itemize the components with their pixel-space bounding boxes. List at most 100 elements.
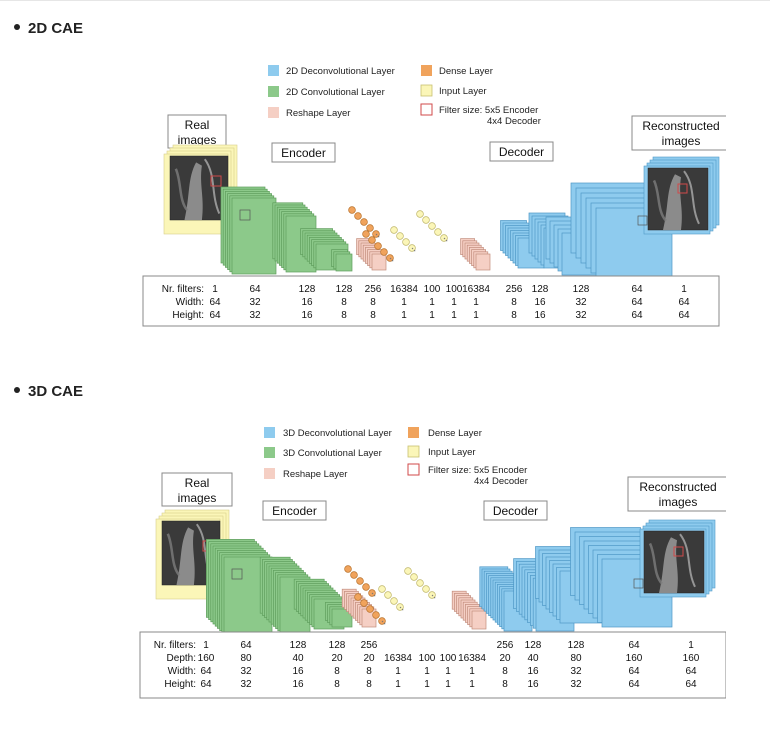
table-cell: 16384 xyxy=(384,653,412,664)
table-cell: 8 xyxy=(511,297,517,308)
legend-reshape-label: Reshape Layer xyxy=(283,469,347,480)
legend-swatch-filter xyxy=(407,463,420,476)
table-cell: 8 xyxy=(366,666,372,677)
dense-ellipsis xyxy=(389,257,395,263)
filter-marker xyxy=(633,578,644,589)
table-cell: 1 xyxy=(469,666,475,677)
table-cell: 64 xyxy=(200,666,212,677)
reconstructed-mri-image-structure xyxy=(663,174,682,230)
params-table: Nr. filters: Depth: Width: Height: 1 64 128 128… xyxy=(154,640,700,690)
table-cell: 8 xyxy=(341,310,347,321)
table-cell: 128 xyxy=(336,284,353,295)
table-cell: 1 xyxy=(469,679,475,690)
table-row-label: Height: xyxy=(164,679,196,690)
table-cell: 16384 xyxy=(390,284,418,295)
table-cell: 80 xyxy=(240,653,252,664)
filter-marker xyxy=(210,175,222,187)
table-cell: 256 xyxy=(497,640,514,651)
table-cell: 128 xyxy=(573,284,590,295)
real-mri-image-structure xyxy=(176,527,195,585)
legend-reshape-label: Reshape Layer xyxy=(286,108,350,119)
table-cell: 8 xyxy=(341,297,347,308)
table-cell: 64 xyxy=(631,310,643,321)
legend-deconv-label: 2D Deconvolutional Layer xyxy=(286,66,395,77)
decoder-label: Decoder xyxy=(493,504,538,518)
reconstructed-label-1: Reconstructed xyxy=(642,119,719,133)
table-cell: 16 xyxy=(534,310,546,321)
filter-marker xyxy=(231,568,243,580)
legend-swatch-input xyxy=(420,84,433,97)
decoder-box xyxy=(489,141,554,162)
reconstructed-mri-image-structure xyxy=(659,537,678,593)
encoder-box xyxy=(271,142,336,163)
legend-swatch-conv xyxy=(268,86,279,97)
legend-filter-label-2: 4x4 Decoder xyxy=(487,116,541,127)
conv-layer xyxy=(335,253,353,272)
table-cell: 16 xyxy=(534,297,546,308)
table-cell: 160 xyxy=(626,653,643,664)
table-cell: 8 xyxy=(370,310,376,321)
reconstructed-label-1: Reconstructed xyxy=(639,480,716,494)
table-cell: 128 xyxy=(290,640,307,651)
dense-node xyxy=(344,565,352,573)
table-cell: 1 xyxy=(451,310,457,321)
input-node xyxy=(396,232,404,240)
table-cell: 100 xyxy=(419,653,436,664)
filter-marker xyxy=(637,215,648,226)
table-cell: 32 xyxy=(249,310,261,321)
dense-node xyxy=(366,224,374,232)
real-images-box xyxy=(161,472,233,507)
reconstructed-mri-image-vessel xyxy=(683,170,700,225)
table-cell: 1 xyxy=(681,284,687,295)
table-cell: 160 xyxy=(198,653,215,664)
dense-ellipsis xyxy=(411,247,417,253)
dense-node xyxy=(348,206,356,214)
heading-text: 2D CAE xyxy=(28,20,84,37)
legend-swatch-dense xyxy=(421,65,432,76)
table-cell: 20 xyxy=(499,653,511,664)
reconstructed-images-box xyxy=(631,115,726,151)
encoder-label: Encoder xyxy=(281,146,326,160)
layer-stacks xyxy=(155,509,716,636)
legend-filter-label-1: Filter size: 5x5 Encoder xyxy=(428,465,527,476)
dense-node xyxy=(368,236,376,244)
legend-swatch-deconv xyxy=(268,65,279,76)
legend-filter-label-2: 4x4 Decoder xyxy=(474,476,528,487)
table-cell: 1 xyxy=(429,297,435,308)
params-table-frame xyxy=(139,631,726,699)
table-cell: 32 xyxy=(249,297,261,308)
table-cell: 64 xyxy=(209,297,221,308)
table-cell: 40 xyxy=(527,653,539,664)
dense-node xyxy=(356,577,364,585)
table-cell: 16384 xyxy=(458,653,486,664)
input-node xyxy=(428,222,436,230)
table-cell: 128 xyxy=(299,284,316,295)
table-cell: 1 xyxy=(688,640,694,651)
encoder-label: Encoder xyxy=(272,504,317,518)
table-cell: 8 xyxy=(502,666,508,677)
table-cell: 8 xyxy=(366,679,372,690)
filter-marker xyxy=(677,183,688,194)
table-cell: 64 xyxy=(628,679,640,690)
reshape-layer xyxy=(371,253,387,271)
labels: Real images Encoder Decoder Reconstructe… xyxy=(161,472,726,521)
input-node xyxy=(390,597,398,605)
table-cell: 8 xyxy=(334,679,340,690)
legend-deconv-label: 3D Deconvolutional Layer xyxy=(283,428,392,439)
dense-node xyxy=(362,583,370,591)
layer-stacks xyxy=(163,144,720,279)
input-node xyxy=(416,210,424,218)
decoder-label: Decoder xyxy=(499,145,544,159)
decoder-box xyxy=(483,500,548,521)
table-cell: 1 xyxy=(473,297,479,308)
legend-swatch-input xyxy=(407,445,420,458)
legend-swatch-filter xyxy=(420,103,433,116)
table-cell: 256 xyxy=(361,640,378,651)
legend-swatch-deconv xyxy=(264,427,275,438)
conv-layer xyxy=(331,608,353,628)
table-cell: 128 xyxy=(525,640,542,651)
real-images-label-2: images xyxy=(178,133,217,147)
real-mri-image-vessel xyxy=(203,158,221,215)
table-cell: 64 xyxy=(685,666,697,677)
top-divider xyxy=(0,0,770,1)
